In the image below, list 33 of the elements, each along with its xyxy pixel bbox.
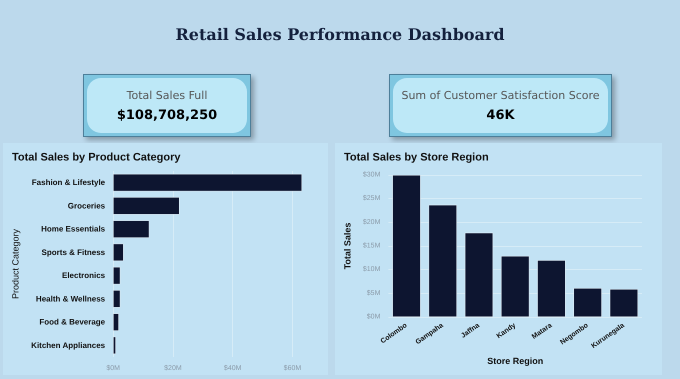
bar (113, 336, 116, 354)
chart-title: Total Sales by Store Region (344, 152, 489, 164)
text: Sum of Customer Satisfaction Score (401, 88, 600, 102)
y-tick-label: Home Essentials (41, 224, 106, 234)
bar (113, 197, 180, 215)
bar (113, 290, 120, 308)
text: Retail Sales Performance Dashboard (174, 24, 506, 46)
bar (610, 289, 638, 317)
y-axis-title: Total Sales (342, 222, 352, 270)
y-tick-label: Fashion & Lifestyle (32, 178, 106, 188)
bar (113, 266, 120, 284)
text: Total Sales Full (126, 88, 208, 102)
y-tick-label: Health & Wellness (36, 294, 106, 304)
bar (537, 260, 566, 317)
y-tick-label: Food & Beverage (39, 318, 106, 327)
y-tick-label: Kitchen Appliances (31, 340, 106, 350)
bar (428, 204, 457, 317)
text: $108,708,250 (116, 108, 218, 122)
y-tick-label: Electronics (62, 271, 106, 280)
bar (113, 313, 119, 331)
y-axis-title: Product Category (10, 228, 20, 300)
y-tick-label: Groceries (68, 201, 106, 210)
bar (113, 244, 124, 262)
bar (392, 175, 421, 317)
text: 46K (486, 108, 515, 122)
bar (113, 220, 150, 238)
bar (501, 256, 530, 317)
bar (574, 288, 602, 317)
chart-title: Total Sales by Product Category (12, 152, 182, 164)
y-tick-label: Sports & Fitness (42, 248, 106, 257)
bar (464, 232, 494, 317)
bar (113, 174, 302, 192)
x-axis-title: Store Region (487, 356, 544, 366)
